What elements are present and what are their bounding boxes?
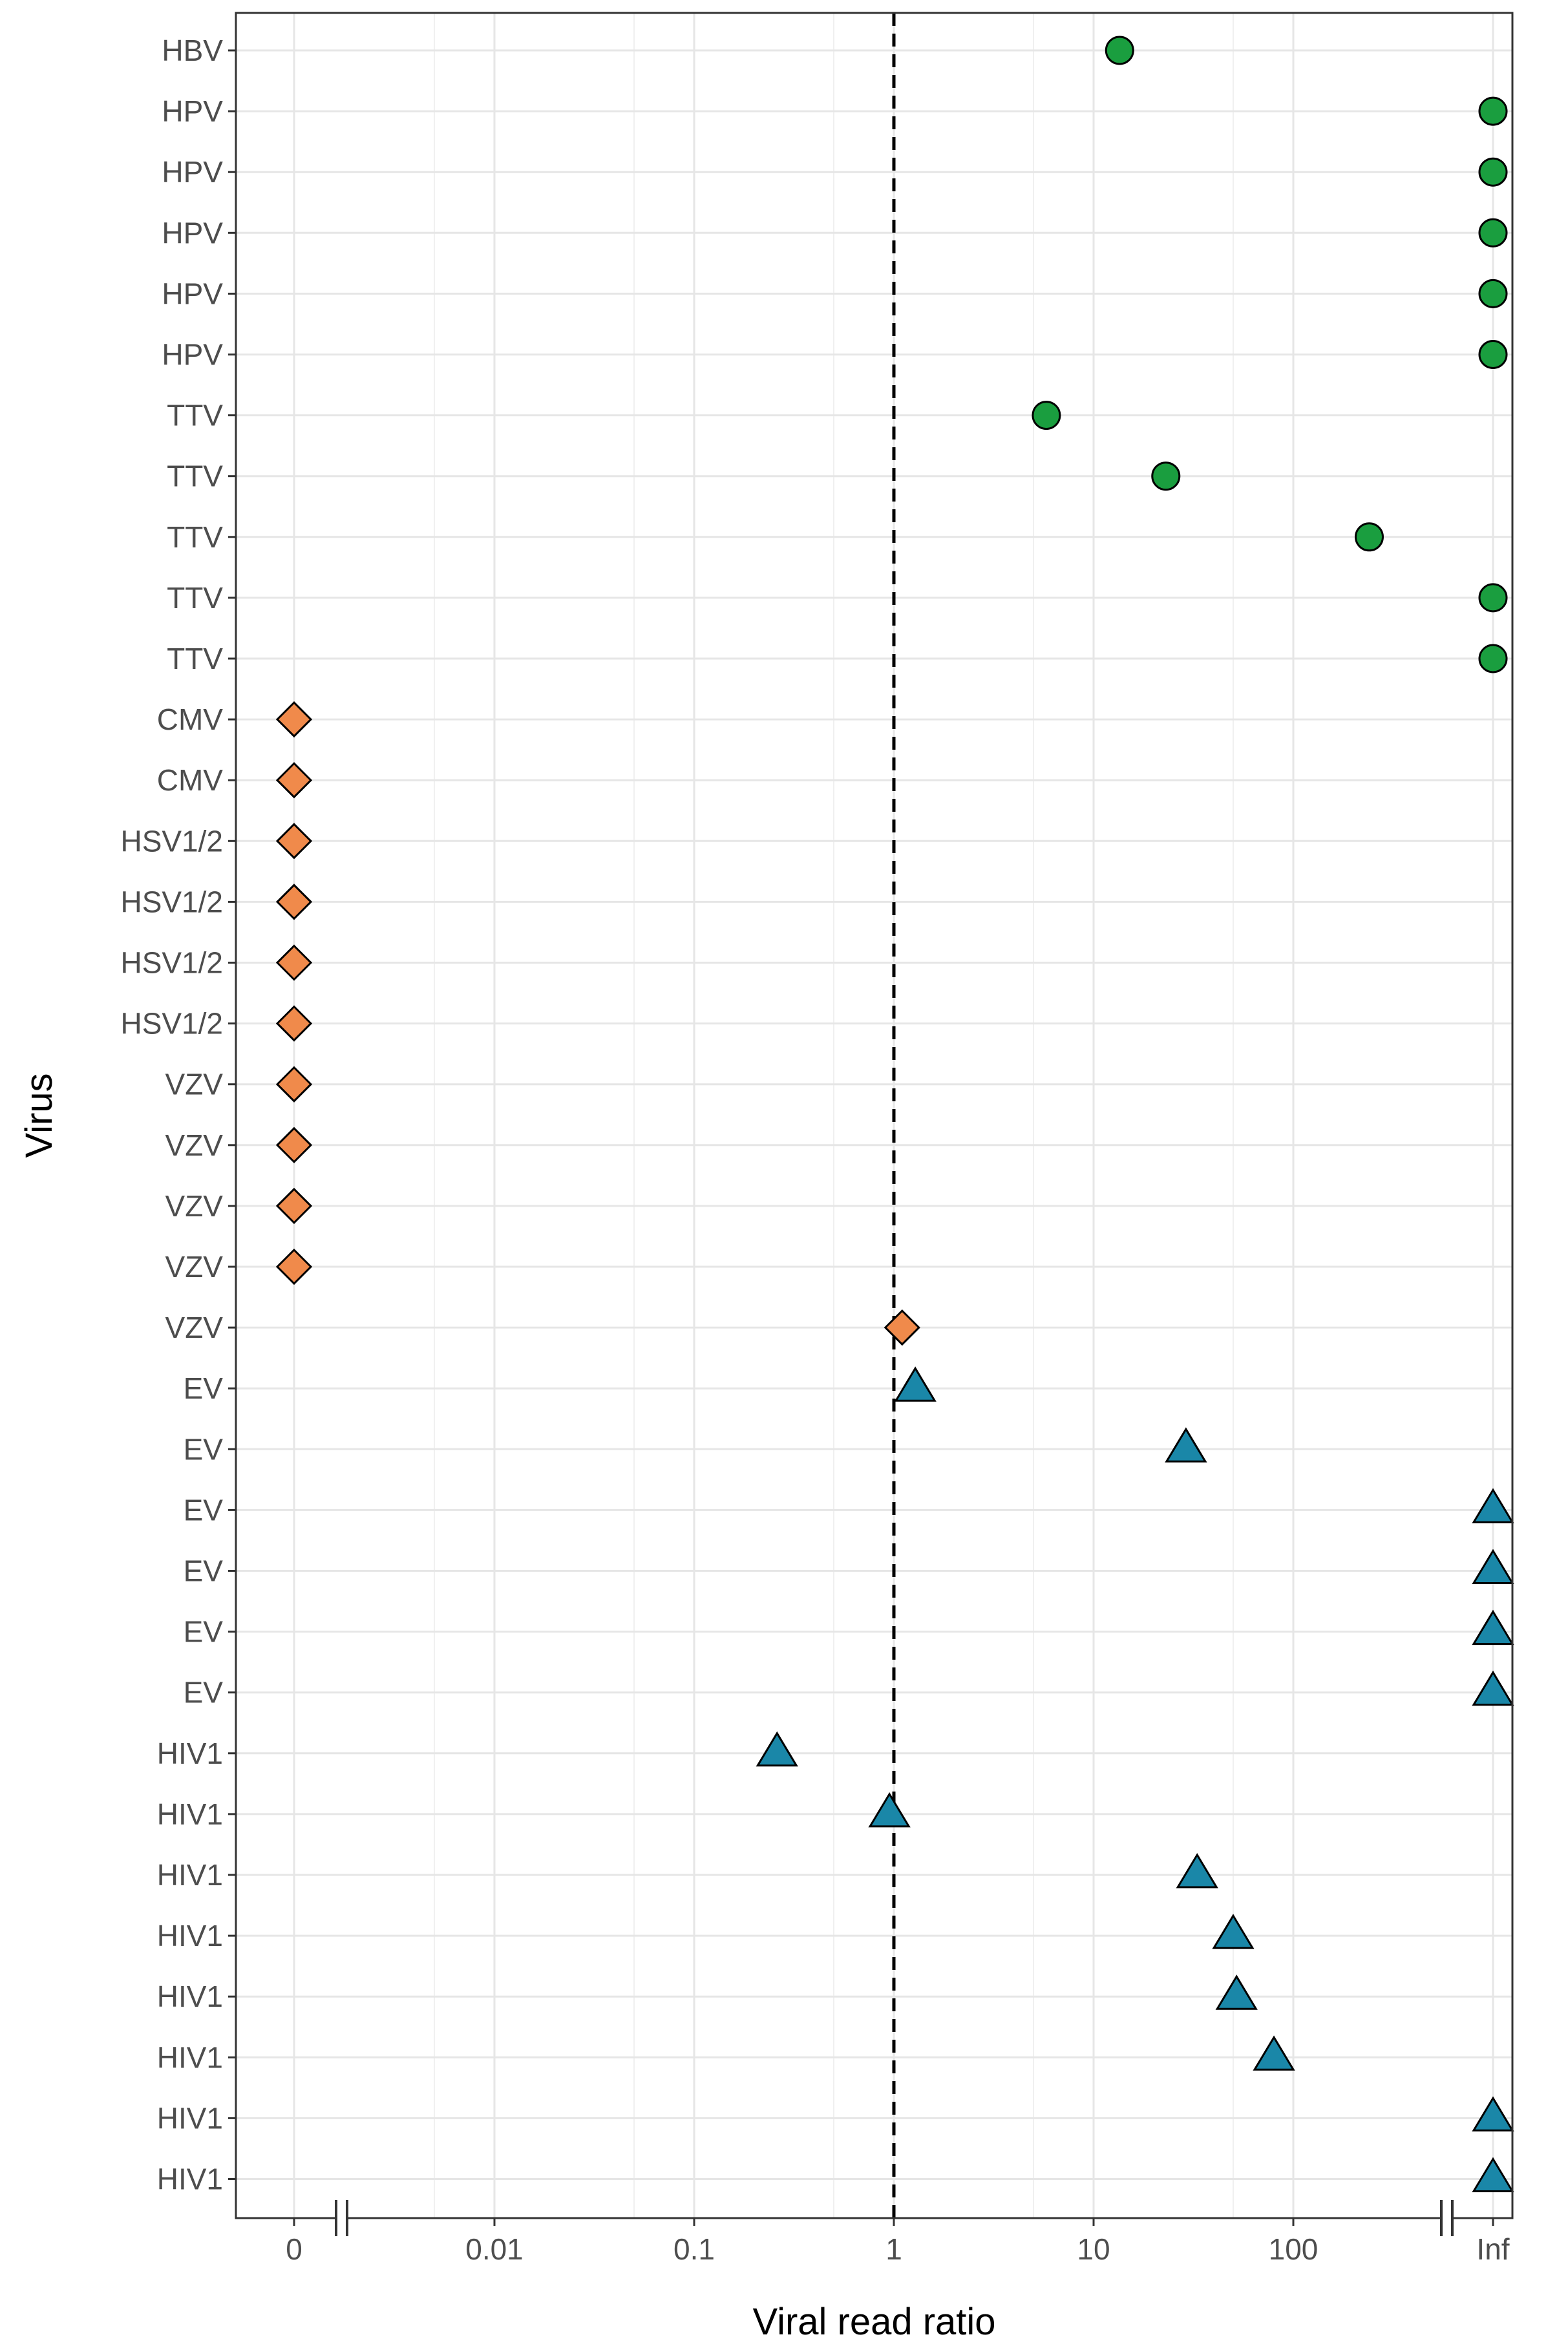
x-axis-ticks: 0 0.01 0.1 1 10 100 Inf	[286, 2218, 1510, 2266]
y-axis-ticks: HBV HPV HPV HPV HPV HPV TTV TTV TTV TTV TTV CMV CMV H…	[120, 34, 236, 2196]
y-tick-label: EV	[184, 1493, 224, 1527]
plot-panel-border	[235, 12, 1514, 2219]
x-tick-label: 100	[1269, 2232, 1319, 2266]
y-tick-label: HIV1	[157, 1737, 223, 1770]
data-points	[275, 36, 1514, 2192]
data-point-diamond	[275, 883, 313, 920]
data-point-triangle	[1165, 1427, 1207, 1463]
y-tick-label: HIV1	[157, 1980, 223, 2013]
x-tick-label: 10	[1077, 2232, 1110, 2266]
data-point-triangle	[894, 1366, 937, 1402]
data-point-circle	[1478, 583, 1508, 613]
data-point-circle	[1478, 279, 1508, 308]
data-point-diamond	[275, 1066, 313, 1103]
data-point-diamond	[275, 1187, 313, 1225]
y-tick-label: TTV	[167, 460, 223, 493]
y-tick-label: TTV	[167, 399, 223, 432]
data-point-circle	[1151, 461, 1181, 491]
y-tick-label: TTV	[167, 642, 223, 675]
y-tick-label: TTV	[167, 520, 223, 554]
y-tick-label: HIV1	[157, 1919, 223, 1952]
data-point-circle	[1478, 96, 1508, 126]
y-tick-label: CMV	[157, 763, 224, 797]
y-tick-label: VZV	[165, 1128, 224, 1162]
x-axis-title: Viral read ratio	[752, 2301, 995, 2343]
y-tick-label: HIV1	[157, 1858, 223, 1892]
y-tick-label: HIV1	[157, 1797, 223, 1831]
data-point-triangle	[1472, 2096, 1514, 2131]
data-point-circle	[1105, 36, 1134, 65]
axis-break-gap	[1441, 2200, 1452, 2236]
x-tick-label: Inf	[1476, 2232, 1509, 2266]
y-tick-label: EV	[184, 1371, 224, 1405]
data-point-diamond	[275, 1005, 313, 1042]
y-tick-label: HPV	[162, 94, 223, 128]
major-gridlines	[236, 13, 1512, 2218]
y-tick-label: HPV	[162, 338, 223, 372]
y-axis-title: Virus	[18, 1073, 60, 1158]
data-point-triangle	[868, 1792, 911, 1828]
y-tick-label: VZV	[165, 1068, 224, 1101]
y-tick-label: HPV	[162, 277, 223, 310]
data-point-circle	[1032, 401, 1061, 430]
x-tick-label: 0	[286, 2232, 302, 2266]
data-point-diamond	[275, 1126, 313, 1163]
x-axis-breaks	[335, 2200, 1454, 2236]
data-point-circle	[1478, 157, 1508, 187]
y-tick-label: EV	[184, 1554, 224, 1588]
data-point-diamond	[884, 1309, 920, 1346]
data-point-triangle	[756, 1731, 798, 1767]
y-tick-label: EV	[184, 1676, 224, 1709]
data-point-triangle	[1176, 1853, 1218, 1888]
data-point-triangle	[1472, 1670, 1514, 1706]
y-tick-label: EV	[184, 1615, 224, 1649]
y-tick-label: HIV1	[157, 2163, 223, 2196]
y-tick-label: HPV	[162, 155, 223, 189]
y-tick-label: TTV	[167, 581, 223, 615]
y-tick-label: HIV1	[157, 2101, 223, 2135]
data-point-triangle	[1253, 2035, 1295, 2071]
data-point-triangle	[1472, 1549, 1514, 1584]
data-point-diamond	[275, 1248, 313, 1285]
data-point-diamond	[275, 823, 313, 860]
y-tick-label: HSV1/2	[120, 885, 223, 918]
y-tick-label: VZV	[165, 1250, 224, 1284]
data-point-diamond	[275, 762, 313, 799]
x-tick-label: 0.01	[465, 2232, 524, 2266]
minor-gridlines	[433, 13, 1234, 2218]
data-point-triangle	[1472, 2157, 1514, 2192]
data-point-circle	[1478, 340, 1508, 369]
data-point-circle	[1478, 644, 1508, 673]
y-tick-label: VZV	[165, 1189, 224, 1223]
data-point-triangle	[1212, 1914, 1255, 1949]
y-tick-label: HPV	[162, 216, 223, 249]
y-tick-label: HBV	[162, 34, 223, 67]
data-point-diamond	[275, 701, 313, 738]
y-tick-label: VZV	[165, 1311, 224, 1344]
y-tick-label: HSV1/2	[120, 1007, 223, 1041]
axis-break-gap	[336, 2200, 347, 2236]
y-tick-label: HSV1/2	[120, 824, 223, 858]
y-tick-label: EV	[184, 1432, 224, 1466]
y-tick-label: HIV1	[157, 2040, 223, 2074]
y-tick-label: HSV1/2	[120, 946, 223, 980]
y-tick-label: CMV	[157, 703, 224, 736]
data-point-circle	[1478, 218, 1508, 248]
x-tick-label: 0.1	[673, 2232, 715, 2266]
data-point-diamond	[275, 944, 313, 981]
data-point-triangle	[1215, 1974, 1258, 2010]
data-point-triangle	[1472, 1488, 1514, 1523]
data-point-circle	[1354, 522, 1384, 552]
data-point-triangle	[1472, 1609, 1514, 1645]
x-tick-label: 1	[885, 2232, 902, 2266]
